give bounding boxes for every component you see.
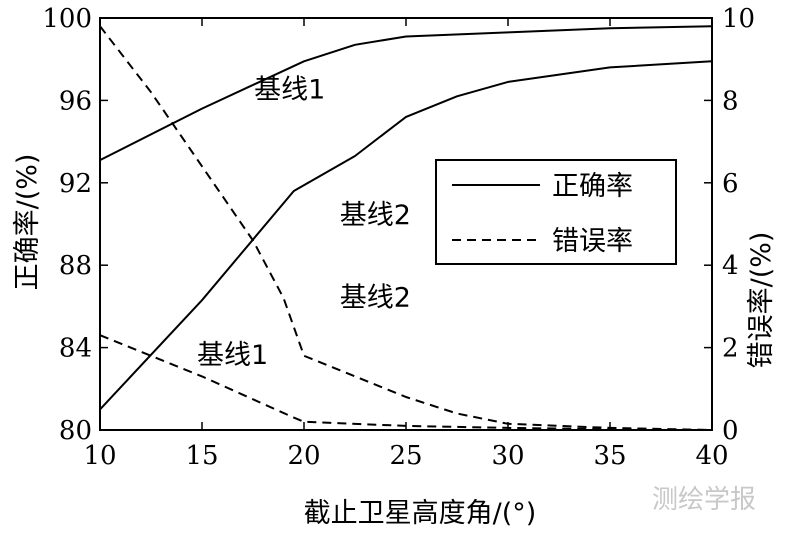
annotation-label: 基线1	[254, 74, 325, 105]
watermark: 测绘学报	[652, 485, 756, 515]
legend-label-accuracy: 正确率	[552, 171, 633, 202]
y-tick-label-right: 0	[722, 416, 739, 446]
x-tick-label: 30	[491, 441, 524, 471]
annotations: 基线1 基线2 基线2 基线1	[197, 74, 411, 371]
annotation-label: 基线2	[340, 282, 411, 313]
y-tick-label-right: 4	[722, 251, 739, 281]
y-tick-label-left: 88	[59, 251, 92, 281]
series-line-accuracy-baseline1	[99, 25, 713, 161]
x-tick-label: 40	[695, 441, 728, 471]
x-tick-label: 25	[389, 441, 422, 471]
y-tick-label-left: 96	[59, 86, 92, 116]
y-tick-label-right: 6	[722, 169, 739, 199]
y-tick-label-left: 80	[59, 416, 92, 446]
series-line-error-baseline2	[99, 25, 713, 431]
series-line-error-baseline1	[99, 334, 713, 431]
y-tick-label-right: 8	[722, 86, 739, 116]
ticks: 10 15 20 25 30 35 40 80 84 88 92 96 100 0 2 4 6 8 10	[42, 4, 755, 471]
legend-box	[435, 159, 677, 265]
legend-label-error: 错误率	[552, 226, 633, 257]
x-tick-label: 10	[83, 441, 116, 471]
y-tick-label-right: 10	[722, 4, 755, 34]
series-group	[99, 25, 713, 431]
y-tick-label-left: 100	[42, 4, 92, 34]
y-axis-label-left: 正确率/(%)	[12, 154, 43, 291]
annotation-label: 基线2	[340, 200, 411, 231]
x-axis-label: 截止卫星高度角/(°)	[304, 498, 537, 529]
x-tick-label: 35	[593, 441, 626, 471]
annotation-label: 基线1	[197, 340, 268, 371]
series-line-accuracy-baseline2	[99, 60, 713, 411]
y-tick-label-right: 2	[722, 334, 739, 364]
y-tick-label-left: 92	[59, 169, 92, 199]
y-tick-label-left: 84	[59, 334, 92, 364]
legend: 正确率 错误率	[435, 159, 677, 265]
y-axis-label-right: 错误率/(%)	[746, 232, 777, 369]
x-tick-label: 15	[185, 441, 218, 471]
x-tick-label: 20	[287, 441, 320, 471]
